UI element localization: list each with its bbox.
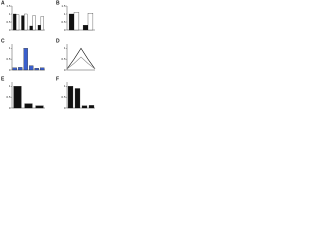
y-tick-label: 1 (64, 46, 66, 50)
y-tick-label: 1 (9, 84, 11, 88)
bar (68, 13, 75, 31)
panel-label: C (1, 38, 5, 44)
y-tick-label: 0 (9, 68, 11, 72)
panel-label: F (56, 76, 59, 82)
bar (87, 13, 94, 31)
y-tick-label: 0.5 (6, 20, 11, 24)
y-tick-label: 0.5 (61, 20, 66, 24)
y-tick-label: 1.5 (6, 4, 11, 8)
y-tick-label: 1.5 (61, 4, 66, 8)
bar (82, 25, 89, 31)
bar (37, 25, 42, 31)
panel-label: E (1, 76, 5, 82)
bar (73, 12, 80, 31)
bar (21, 15, 25, 31)
y-tick-label: 1 (9, 12, 11, 16)
y-tick-label: 0.5 (6, 95, 11, 99)
bar (74, 88, 81, 109)
y-tick-label: 0.5 (61, 57, 66, 61)
bar (67, 86, 74, 109)
y-tick-label: 0 (9, 106, 11, 110)
bar (23, 48, 28, 71)
bar (32, 15, 36, 31)
y-tick-label: 0 (64, 106, 66, 110)
line (66, 47, 96, 70)
y-tick-label: 1 (64, 84, 66, 88)
y-tick-label: 0 (64, 68, 66, 72)
bar (35, 105, 44, 109)
bar (12, 67, 17, 71)
bar (24, 13, 28, 31)
y-tick-label: 1 (9, 46, 11, 50)
bar (29, 25, 33, 31)
bar (88, 105, 95, 109)
y-tick-label: 1 (64, 12, 66, 16)
bar (15, 14, 20, 31)
panel-label: A (1, 0, 5, 6)
bar (13, 13, 17, 31)
y-tick-label: 0.5 (61, 95, 66, 99)
line (66, 56, 96, 70)
y-tick-label: 0 (64, 28, 66, 32)
panel-label: B (56, 0, 60, 6)
figure: A00.511.5 B00.511.5C00.51D00.51E00.51F00.… (1, 0, 96, 110)
bar (24, 103, 33, 109)
bar (81, 105, 88, 109)
bar (18, 67, 23, 71)
bar (40, 16, 44, 31)
y-tick-label: 0.5 (6, 57, 11, 61)
y-tick-label: 0 (9, 28, 11, 32)
bar (13, 86, 22, 109)
bar (40, 67, 45, 71)
bar (29, 65, 34, 71)
bar (34, 68, 39, 71)
page: {"chart_data": [ {"type": "bar", "label"… (0, 0, 320, 116)
panel-label: D (56, 38, 60, 44)
